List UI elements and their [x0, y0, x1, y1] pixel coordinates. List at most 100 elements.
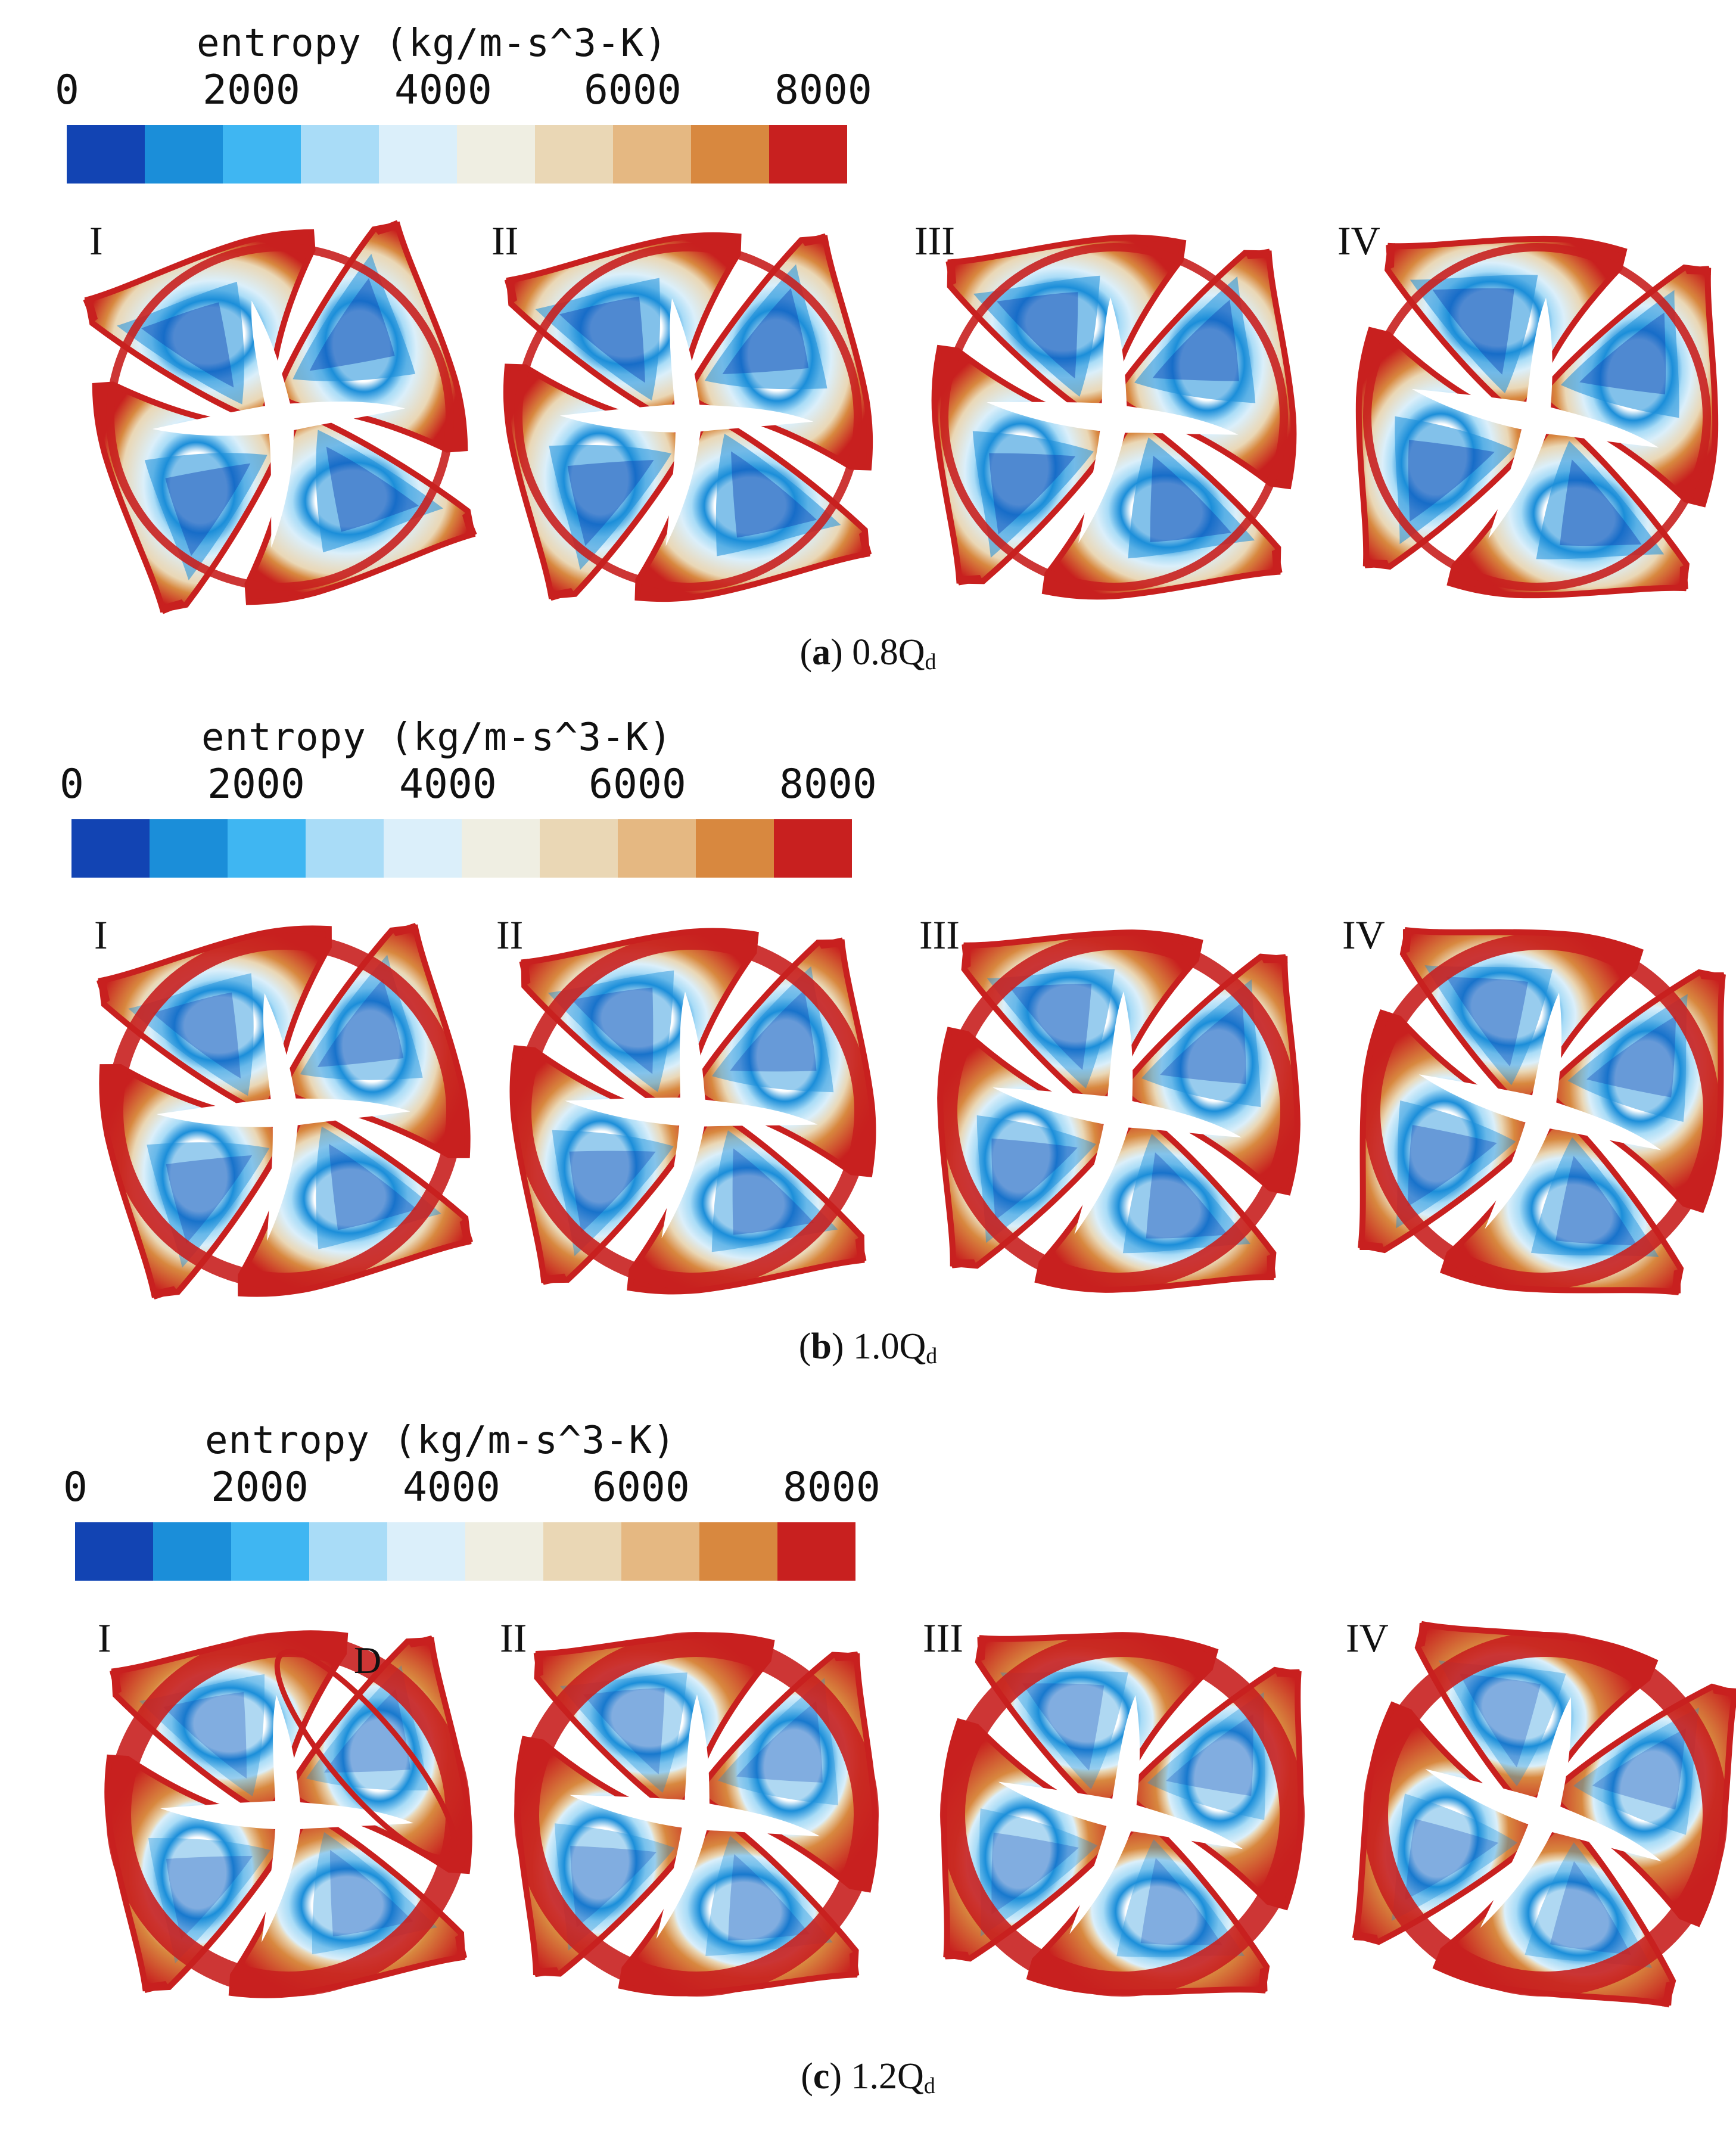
impeller-wrap — [490, 909, 895, 1314]
colorbar-swatch — [691, 125, 769, 184]
colorbar-swatch — [387, 1522, 465, 1581]
colorbar-tick-label: 8000 — [774, 67, 872, 114]
impeller-contour-iii — [937, 929, 1301, 1293]
colorbar-tick-label: 2000 — [207, 761, 305, 808]
colorbar-swatch — [462, 819, 540, 878]
impeller-contour-i — [83, 220, 477, 614]
colorbar-swatch — [540, 819, 618, 878]
colorbar-tick-label: 6000 — [589, 761, 686, 808]
impeller-contour-ii — [509, 928, 876, 1295]
colorbar-swatch — [384, 819, 462, 878]
impeller-contour-i — [104, 1630, 472, 1998]
colorbar-swatch — [231, 1522, 309, 1581]
colorbar-swatch — [618, 819, 696, 878]
caption-value: 0.8Q — [852, 632, 925, 673]
impeller-wrap — [911, 214, 1317, 620]
figure-panel-a: entropy (kg/m-s^3-K) 0 2000 4000 6000 8000 I II… — [0, 0, 1736, 709]
colorbar — [67, 125, 847, 184]
case-label-iii: III — [923, 1615, 963, 1661]
caption-letter: b — [811, 1326, 832, 1367]
colorbar-swatch — [769, 125, 847, 184]
impeller-wrap — [82, 909, 487, 1314]
case-label-iii: III — [914, 218, 955, 263]
figure-panel-c: entropy (kg/m-s^3-K) 0 2000 4000 6000 8000 I II… — [0, 1397, 1736, 2106]
impeller-contour-i — [96, 922, 474, 1300]
impeller-contour-ii — [503, 232, 873, 602]
colorbar-tick-label: 0 — [60, 761, 84, 808]
colorbar-swatch — [153, 1522, 231, 1581]
colorbar-swatch — [309, 1522, 387, 1581]
colorbar-swatch — [379, 125, 457, 184]
colorbar-tick-label: 4000 — [394, 67, 492, 114]
colorbar-tick-label: 4000 — [399, 761, 497, 808]
panel-caption: (c) 1.2Qd — [801, 2056, 935, 2098]
colorbar-swatch — [223, 125, 301, 184]
colorbar-swatch — [774, 819, 852, 878]
colorbar-swatch — [150, 819, 228, 878]
case-label-iii: III — [919, 912, 960, 957]
colorbar-tick-label: 6000 — [592, 1464, 690, 1511]
colorbar-tick-label: 8000 — [779, 761, 877, 808]
colorbar-swatch — [535, 125, 613, 184]
colorbar — [71, 819, 852, 878]
case-label-i: I — [98, 1615, 111, 1661]
colorbar-swatch — [75, 1522, 153, 1581]
colorbar-swatch — [465, 1522, 543, 1581]
colorbar-swatch — [306, 819, 384, 878]
impeller-wrap — [486, 214, 891, 620]
panel-caption: (a) 0.8Qd — [799, 632, 937, 674]
caption-subscript: d — [923, 2073, 935, 2098]
case-label-iv: IV — [1342, 912, 1385, 957]
colorbar-swatch — [777, 1522, 855, 1581]
caption-value: 1.0Q — [853, 1326, 926, 1367]
colorbar-swatch — [457, 125, 535, 184]
colorbar-swatch — [621, 1522, 699, 1581]
colorbar-tick-label: 8000 — [783, 1464, 881, 1511]
impeller-contour-iv — [1355, 235, 1719, 599]
colorbar-swatch — [145, 125, 223, 184]
caption-letter: a — [812, 632, 831, 673]
colorbar-tick-label: 6000 — [584, 67, 682, 114]
impeller-contour-iii — [931, 234, 1297, 600]
colorbar-tick-label: 0 — [55, 67, 79, 114]
panel-caption: (b) 1.0Qd — [798, 1326, 938, 1369]
impeller-wrap — [1343, 1612, 1736, 2017]
impeller-contour-ii — [514, 1632, 879, 1997]
case-label-i: I — [94, 912, 108, 957]
colorbar-swatch — [71, 819, 150, 878]
colorbar-tick-label: 4000 — [403, 1464, 500, 1511]
case-label-ii: II — [496, 912, 524, 957]
impeller-wrap — [77, 214, 483, 620]
figure-panel-b: entropy (kg/m-s^3-K) 0 2000 4000 6000 8000 I II… — [0, 694, 1736, 1403]
case-label-ii: II — [491, 218, 519, 263]
colorbar-tick-label: 2000 — [211, 1464, 309, 1511]
colorbar-tick-label: 2000 — [203, 67, 300, 114]
colorbar-swatch — [699, 1522, 777, 1581]
colorbar-swatch — [301, 125, 379, 184]
impeller-wrap — [916, 909, 1321, 1314]
colorbar-title: entropy (kg/m-s^3-K) — [205, 1419, 676, 1463]
impeller-contour-iv — [1358, 927, 1726, 1295]
case-label-ii: II — [500, 1615, 527, 1661]
colorbar-swatch — [613, 125, 691, 184]
impeller-wrap — [494, 1612, 899, 2017]
colorbar-swatch — [543, 1522, 621, 1581]
case-label-iv: IV — [1346, 1615, 1389, 1661]
colorbar-swatch — [228, 819, 306, 878]
colorbar-title: entropy (kg/m-s^3-K) — [197, 21, 668, 66]
impeller-wrap — [920, 1612, 1325, 2017]
case-label-i: I — [89, 218, 103, 263]
impeller-wrap — [1339, 909, 1736, 1314]
caption-letter: c — [813, 2056, 830, 2097]
caption-subscript: d — [926, 1344, 938, 1369]
impeller-wrap — [86, 1612, 491, 2017]
caption-subscript: d — [925, 649, 937, 674]
colorbar — [75, 1522, 855, 1581]
impeller-contour-iv — [1352, 1621, 1736, 2008]
colorbar-swatch — [67, 125, 145, 184]
impeller-contour-iii — [940, 1632, 1305, 1997]
colorbar-title: entropy (kg/m-s^3-K) — [201, 716, 673, 760]
annotation-label: D — [354, 1639, 382, 1681]
highlight-ellipse — [274, 1649, 458, 1861]
colorbar-swatch — [696, 819, 774, 878]
